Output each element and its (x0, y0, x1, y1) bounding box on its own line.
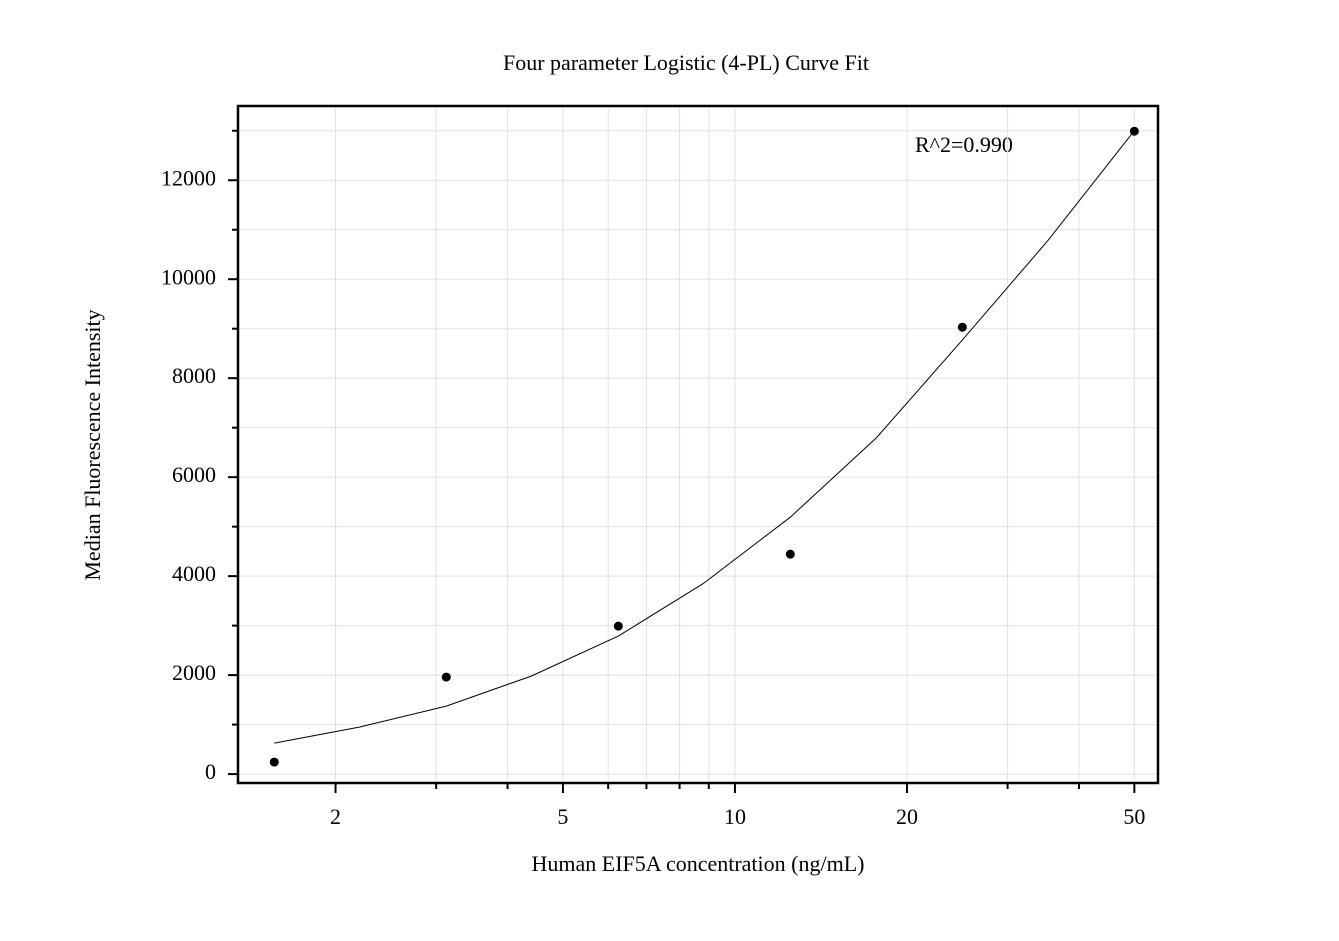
y-tick-label: 2000 (172, 660, 216, 685)
annotation: R^2=0.990 (915, 132, 1013, 157)
x-tick-label: 2 (330, 804, 341, 829)
data-point (785, 549, 795, 559)
data-point (1129, 126, 1139, 136)
data-point (269, 757, 279, 767)
x-tick-label: 20 (896, 804, 918, 829)
y-tick-label: 4000 (172, 561, 216, 586)
y-tick-label: 8000 (172, 363, 216, 388)
y-tick-label: 10000 (161, 264, 216, 289)
y-tick-label: 6000 (172, 462, 216, 487)
plot-frame (236, 104, 1160, 785)
y-tick-label: 0 (205, 759, 216, 784)
y-tick-label: 12000 (161, 165, 216, 190)
y-axis-label: Median Fluorescence Intensity (80, 309, 105, 580)
data-point (957, 322, 967, 332)
data-point (441, 672, 451, 682)
fit-curve (274, 130, 1135, 744)
data-point (613, 621, 623, 631)
x-tick-label: 10 (724, 804, 746, 829)
x-axis-label: Human EIF5A concentration (ng/mL) (532, 851, 865, 876)
x-tick-label: 5 (557, 804, 568, 829)
x-tick-label: 50 (1123, 804, 1145, 829)
chart-title: Four parameter Logistic (4-PL) Curve Fit (503, 50, 869, 75)
